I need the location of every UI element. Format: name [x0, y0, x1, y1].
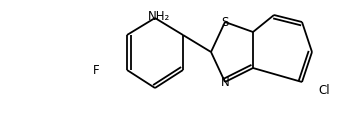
Text: Cl: Cl [318, 84, 330, 96]
Text: N: N [221, 76, 229, 88]
Text: NH₂: NH₂ [148, 10, 170, 23]
Text: S: S [221, 16, 229, 28]
Text: F: F [93, 64, 100, 76]
